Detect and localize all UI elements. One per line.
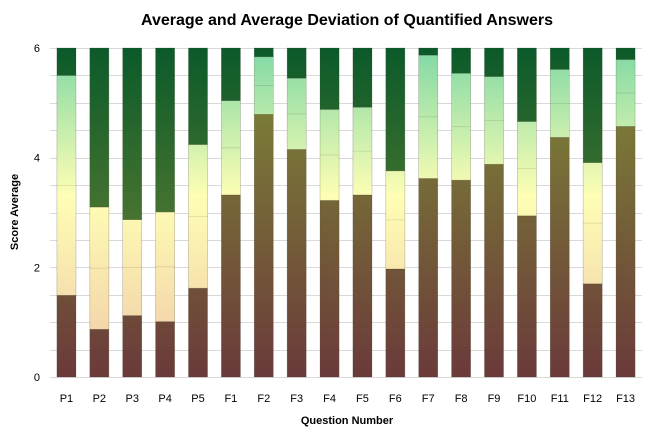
x-tick-label: F4 (323, 393, 336, 405)
x-tick-label: F2 (257, 393, 270, 405)
bar-segment-base (418, 178, 439, 378)
bar-segment-remainder (122, 47, 143, 220)
bar-segment-base (517, 215, 537, 378)
bar-segment-remainder (89, 47, 110, 208)
x-tick-label: P5 (191, 393, 204, 405)
x-tick-label: F6 (389, 393, 402, 405)
chart-title: Average and Average Deviation of Quantif… (141, 12, 553, 29)
y-axis-ticks: 0 2 4 6 (34, 43, 40, 384)
bar-segment-remainder (352, 47, 373, 108)
bars (56, 47, 636, 378)
y-tick-label: 4 (34, 153, 40, 165)
x-axis-label: Question Number (301, 415, 394, 427)
bar-segment-base (253, 114, 274, 378)
x-tick-label: P2 (93, 393, 106, 405)
x-tick-label: F1 (224, 393, 237, 405)
x-tick-label: P1 (60, 393, 73, 405)
grid-lines (50, 48, 642, 378)
bar-segment-remainder (517, 47, 537, 122)
x-tick-label: F5 (356, 393, 369, 405)
bar-segment-base (56, 294, 77, 378)
bar-segment-base (89, 328, 110, 378)
bar-segment-base (122, 315, 143, 378)
bar-segment-base (484, 163, 504, 378)
bar-segment-base (319, 200, 340, 378)
y-tick-label: 0 (34, 372, 40, 384)
x-tick-label: F3 (290, 393, 303, 405)
bar-segment-remainder (385, 47, 406, 172)
bar-segment-remainder (188, 47, 208, 145)
bar-segment-remainder (56, 47, 77, 76)
x-tick-label: F9 (488, 393, 501, 405)
bar-segment-remainder (615, 47, 636, 60)
bar-segment-remainder (319, 47, 340, 110)
y-tick-label: 6 (34, 43, 40, 55)
bar-segment-base (582, 283, 603, 378)
bar-segment-remainder (253, 47, 274, 58)
bar-segment-base (352, 194, 373, 378)
x-tick-label: P3 (125, 393, 138, 405)
x-tick-label: F7 (422, 393, 435, 405)
y-axis-label: Score Average (9, 174, 21, 250)
x-tick-label: F12 (583, 393, 602, 405)
bar-segment-remainder (286, 47, 307, 79)
bar-segment-base (286, 149, 307, 378)
bar-segment-remainder (418, 47, 439, 56)
bar-segment-base (549, 137, 570, 378)
x-tick-label: F11 (551, 393, 569, 405)
bar-segment-remainder (451, 47, 471, 74)
bar-segment-base (155, 321, 175, 378)
bar-segment-remainder (549, 47, 570, 70)
bar-segment-remainder (221, 47, 241, 101)
x-axis-ticks: P1 P2 P3 P4 P5 F1 F2 F3 F4 F5 F6 F7 F8 F9 F10 F11 F12 F13 (60, 393, 635, 405)
x-tick-label: F13 (616, 393, 635, 405)
bar-segment-base (615, 126, 636, 378)
bar-segment-remainder (155, 47, 175, 213)
x-tick-label: F8 (455, 393, 468, 405)
bar-segment-base (451, 179, 471, 378)
bar-segment-base (385, 268, 406, 378)
y-tick-label: 2 (34, 262, 40, 274)
bar-segment-base (221, 194, 241, 378)
x-tick-label: F10 (517, 393, 536, 405)
x-tick-label: P4 (158, 393, 171, 405)
bar-segment-base (188, 287, 208, 378)
bar-segment-remainder (484, 47, 504, 77)
bar-segment-remainder (582, 47, 603, 163)
